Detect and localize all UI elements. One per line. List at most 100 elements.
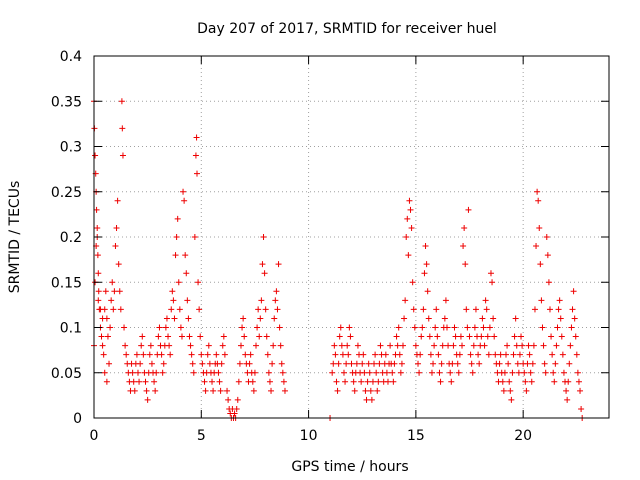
y-tick-label: 0.3	[60, 140, 82, 156]
data-point	[343, 360, 350, 367]
data-point	[567, 342, 574, 349]
data-point	[509, 369, 516, 376]
data-point	[167, 351, 174, 358]
data-point	[160, 360, 167, 367]
data-point	[99, 315, 106, 322]
data-point	[219, 342, 226, 349]
data-point	[466, 333, 473, 340]
y-tick-label: 0.25	[51, 185, 82, 201]
data-point	[539, 324, 546, 331]
data-point	[333, 378, 340, 385]
data-point	[242, 351, 249, 358]
data-point	[353, 360, 360, 367]
data-point	[397, 369, 404, 376]
data-point	[344, 342, 351, 349]
data-point	[95, 297, 102, 304]
data-point	[122, 342, 129, 349]
data-point	[268, 387, 275, 394]
data-point	[361, 369, 368, 376]
data-point	[382, 351, 389, 358]
data-point	[501, 369, 508, 376]
data-point	[331, 342, 338, 349]
data-point	[156, 324, 163, 331]
data-point	[234, 396, 241, 403]
data-point	[482, 297, 489, 304]
data-point	[178, 333, 185, 340]
data-point	[417, 351, 424, 358]
data-point	[99, 342, 106, 349]
data-point	[175, 279, 182, 286]
data-point	[269, 360, 276, 367]
data-point	[330, 360, 337, 367]
data-point	[441, 315, 448, 322]
data-point	[280, 378, 287, 385]
data-point	[130, 378, 137, 385]
data-point	[559, 351, 566, 358]
data-point	[457, 333, 464, 340]
grid	[94, 56, 609, 418]
data-point	[271, 315, 278, 322]
data-point	[337, 324, 344, 331]
data-point	[472, 306, 479, 313]
data-point	[144, 396, 151, 403]
data-point	[550, 369, 557, 376]
data-point	[442, 297, 449, 304]
data-point	[537, 261, 544, 268]
data-point	[419, 324, 426, 331]
data-point	[571, 315, 578, 322]
data-point	[465, 206, 472, 213]
data-point	[191, 234, 198, 240]
data-point	[390, 378, 397, 385]
data-point	[146, 351, 153, 358]
data-point	[575, 378, 582, 385]
data-point	[507, 387, 514, 394]
data-point	[143, 387, 150, 394]
data-point	[436, 369, 443, 376]
data-point	[354, 342, 361, 349]
data-point	[142, 378, 149, 385]
data-point	[564, 396, 571, 403]
data-point	[479, 315, 486, 322]
data-point	[250, 387, 257, 394]
data-point	[151, 378, 158, 385]
data-point	[95, 288, 102, 295]
data-point	[100, 351, 107, 358]
data-point	[363, 396, 370, 403]
data-point	[462, 261, 469, 268]
data-point	[133, 351, 140, 358]
data-point	[158, 351, 165, 358]
data-point	[166, 342, 173, 349]
data-point	[216, 378, 223, 385]
data-point	[418, 333, 425, 340]
x-tick-labels: 0 5 10 15 20	[90, 428, 533, 444]
data-point	[134, 369, 141, 376]
data-point	[408, 224, 415, 231]
data-point	[190, 369, 197, 376]
data-point	[262, 306, 269, 313]
data-point	[526, 351, 533, 358]
data-point	[552, 360, 559, 367]
data-point	[117, 306, 124, 313]
data-point	[383, 369, 390, 376]
data-point	[481, 342, 488, 349]
data-point	[483, 306, 490, 313]
data-point	[374, 387, 381, 394]
data-point	[504, 342, 511, 349]
data-point	[239, 324, 246, 331]
data-point	[563, 387, 570, 394]
data-point	[177, 324, 184, 331]
data-point	[389, 369, 396, 376]
data-point	[358, 378, 365, 385]
y-tick-label: 0.4	[60, 49, 82, 65]
data-point	[264, 351, 271, 358]
data-point	[277, 342, 284, 349]
data-point	[431, 342, 438, 349]
data-point	[196, 306, 203, 313]
data-point	[365, 360, 372, 367]
data-point	[503, 351, 509, 358]
data-point	[110, 306, 117, 313]
data-point	[253, 342, 260, 349]
data-point	[523, 387, 530, 394]
data-point	[336, 333, 343, 340]
